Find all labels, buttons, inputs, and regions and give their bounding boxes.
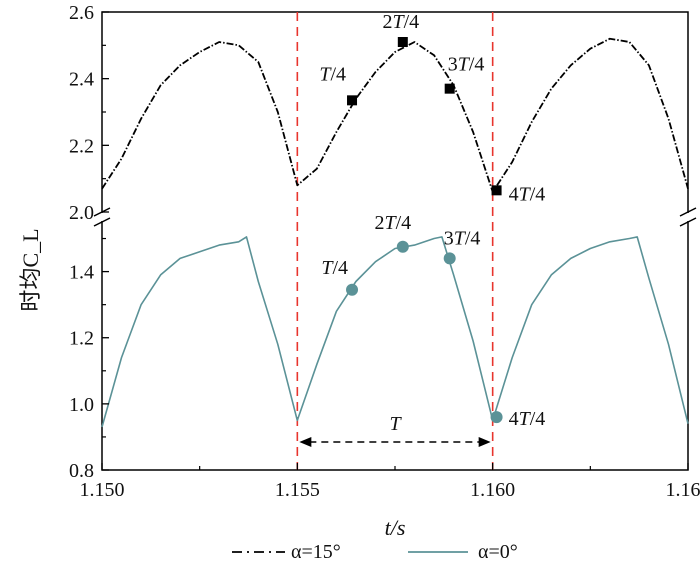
y-break-mark-lower-left: [93, 217, 111, 227]
period-arrow-head-left: [299, 437, 312, 447]
x-tick-label: 1.155: [275, 479, 320, 501]
phase-marker-lower: [396, 240, 409, 253]
y-tick-label-lower: 0.8: [69, 460, 94, 482]
phase-marker-upper: [444, 83, 455, 94]
x-tick-label: 1.150: [80, 479, 125, 501]
legend-label-alpha-15: α=15°: [291, 541, 341, 563]
axes-layer: 1.150 1.155 1.160 1.165 2.0 2.2 2.4 2.6 0.8 1.0 1.…: [69, 2, 700, 501]
phase-label: 3T/4: [448, 54, 485, 76]
phase-marker-upper: [347, 95, 358, 106]
series-layer: [101, 12, 689, 470]
phase-marker-lower: [443, 252, 456, 265]
phase-label: T/4: [319, 63, 346, 85]
phase-label: T/4: [321, 257, 348, 279]
phase-marker-upper: [397, 37, 408, 47]
phase-label: 2T/4: [374, 212, 411, 234]
x-tick-label: 1.165: [666, 479, 700, 501]
phase-label: 4T/4: [509, 408, 546, 430]
phase-marker-lower: [346, 283, 359, 296]
y-tick-label-lower: 1.4: [69, 262, 94, 284]
y-tick-label-upper: 2.4: [69, 69, 94, 91]
y-break-gap-right: [680, 213, 696, 221]
series-line-alpha-0: [101, 236, 689, 428]
marker-layer: T/4 2T/4 3T/4 4T/4 T/4 2T/4 3T/4 4T/4 T: [299, 11, 545, 447]
y-axis-title: 时均C_L: [18, 228, 43, 311]
phase-label: 4T/4: [509, 183, 546, 205]
y-tick-label-upper: 2.2: [69, 135, 94, 157]
y-tick-label-lower: 1.0: [69, 394, 94, 416]
period-label: T: [389, 413, 402, 435]
phase-label: 3T/4: [444, 227, 481, 249]
series-line-alpha-15: [101, 37, 689, 193]
plot-border: [101, 11, 689, 471]
period-arrow-head-right: [478, 437, 491, 447]
legend-label-alpha-0: α=0°: [478, 541, 518, 563]
phase-marker-lower: [490, 411, 503, 424]
y-tick-label-lower: 1.2: [69, 328, 94, 350]
x-axis-title: t/s: [385, 515, 406, 540]
legend: α=15° α=0°: [232, 541, 518, 563]
phase-marker-upper: [491, 185, 502, 196]
x-tick-label: 1.160: [470, 479, 515, 501]
y-tick-label-upper: 2.6: [69, 2, 94, 24]
y-break-mark-lower-right: [679, 217, 697, 227]
y-break-gap-left: [94, 213, 110, 221]
plot-frame: [101, 11, 689, 471]
phase-label: 2T/4: [382, 11, 419, 33]
y-tick-label-upper: 2.0: [69, 202, 94, 224]
y-break-mark-upper-right: [679, 207, 697, 217]
